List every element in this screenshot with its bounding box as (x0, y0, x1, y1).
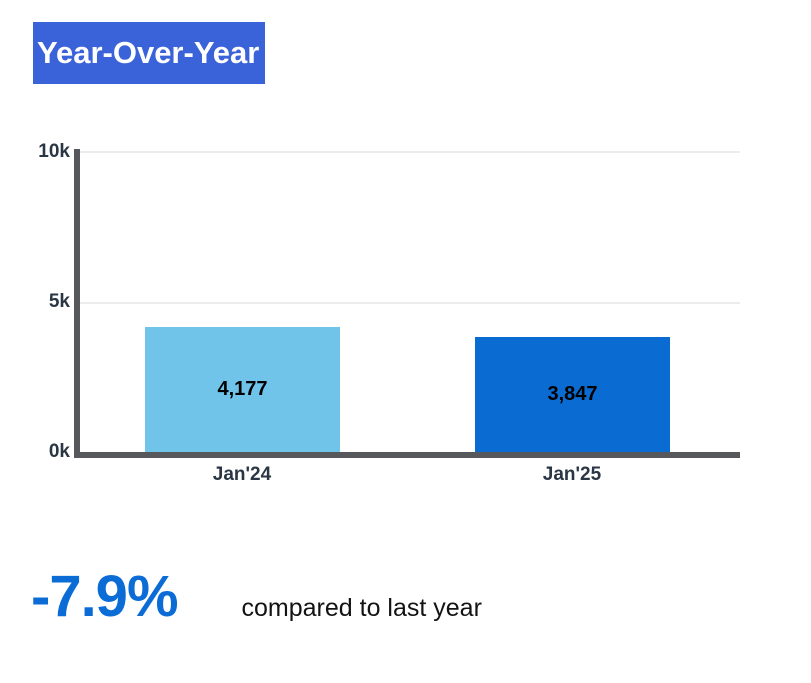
bar-jan24[interactable]: 4,177 (145, 327, 340, 452)
bar-chart: 10k 5k 0k 4,177 3,847 Jan'24 Jan'25 (0, 141, 811, 485)
x-axis-line (74, 452, 740, 458)
bar-value-label: 3,847 (547, 383, 598, 405)
y-axis-tick-5k: 5k (48, 291, 70, 312)
kpi-summary: -7.9% compared to last year (31, 563, 482, 630)
x-axis-label-jan25: Jan'25 (542, 464, 602, 485)
kpi-percentage-value: -7.9% (31, 564, 179, 629)
kpi-description: compared to last year (241, 594, 482, 622)
y-axis-tick-10k: 10k (38, 141, 70, 162)
y-axis-line (74, 149, 80, 458)
bar-value-label: 4,177 (217, 378, 268, 400)
plot-area: 4,177 3,847 (0, 152, 811, 452)
bar-jan25[interactable]: 3,847 (475, 337, 670, 452)
y-axis-tick-0k: 0k (48, 441, 70, 462)
page-title-text: Year-Over-Year (37, 35, 260, 70)
x-axis-label-jan24: Jan'24 (212, 464, 272, 485)
gridline-5k (80, 302, 740, 304)
gridline-10k (80, 151, 740, 153)
page-title: Year-Over-Year (33, 22, 266, 84)
